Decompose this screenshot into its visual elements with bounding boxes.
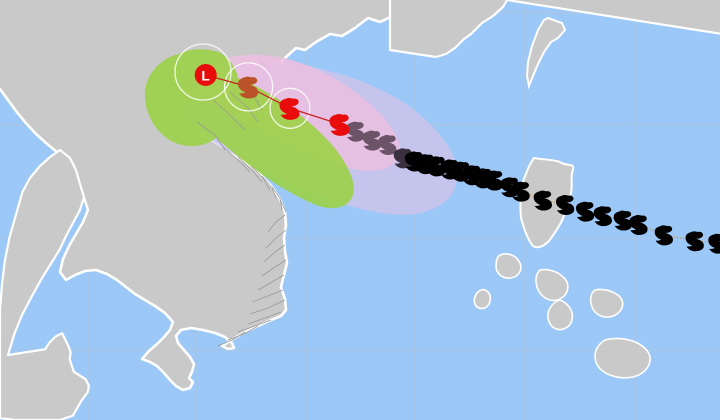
svg-text:L: L <box>201 68 210 84</box>
